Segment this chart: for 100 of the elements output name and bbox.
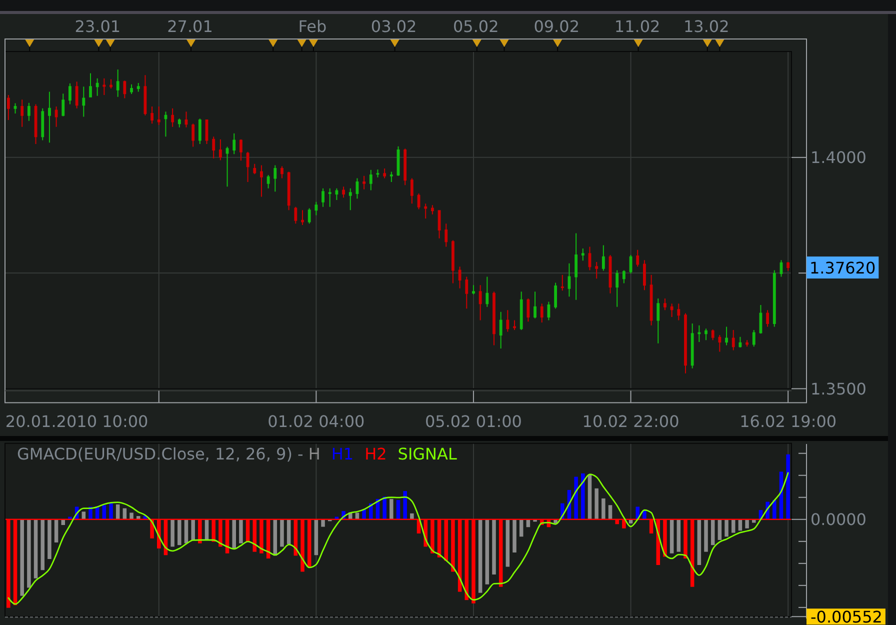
candlestick	[20, 99, 24, 128]
candlestick	[322, 188, 324, 208]
bar	[232, 519, 236, 548]
x-tick-label: 10.02 22:00	[582, 412, 680, 432]
candlestick	[526, 298, 530, 322]
text: Feb	[298, 17, 327, 36]
candlestick	[404, 148, 407, 186]
chart-title: GMACD(EUR/USD.Close, 12, 26, 9) -	[17, 444, 304, 464]
candlestick	[622, 270, 626, 284]
bar	[772, 500, 776, 520]
candlestick	[738, 336, 742, 348]
x-tick-label: 01.02 04:00	[268, 412, 365, 432]
bar	[704, 519, 708, 552]
bar	[280, 519, 284, 547]
candlestick	[732, 329, 735, 351]
candlestick	[253, 163, 256, 175]
candlestick	[390, 171, 393, 182]
candlestick	[82, 86, 86, 118]
candlestick	[472, 284, 475, 295]
bar	[34, 519, 38, 578]
candlestick	[294, 206, 298, 224]
candlestick	[616, 270, 619, 308]
candlestick	[246, 151, 250, 182]
candlestick	[62, 93, 65, 117]
candlestick	[656, 298, 660, 344]
candlestick	[116, 69, 120, 98]
bar	[478, 519, 482, 593]
candlestick	[274, 164, 277, 192]
candlestick	[198, 118, 202, 145]
candlestick	[226, 146, 229, 188]
candlestick	[48, 91, 51, 144]
candlestick	[506, 310, 510, 332]
candlestick	[260, 164, 263, 198]
bar	[718, 519, 722, 540]
bar	[170, 519, 174, 547]
candlestick	[602, 244, 605, 272]
text: 1.37620	[810, 258, 876, 278]
bar	[731, 519, 736, 533]
bar	[581, 473, 585, 520]
y-tick-label: -0.00552	[810, 607, 882, 625]
candlestick	[287, 171, 290, 211]
candlestick	[452, 240, 454, 284]
text: 03.02	[370, 17, 417, 36]
candlestick	[486, 276, 489, 308]
bar	[710, 519, 715, 546]
bar	[594, 488, 598, 520]
y-tick-label: 0.0000	[810, 510, 866, 530]
bar	[191, 519, 195, 540]
candlestick	[786, 261, 790, 272]
candlestick	[581, 248, 584, 262]
candlestick	[314, 201, 318, 216]
bar	[396, 500, 400, 520]
text: 23.01	[74, 17, 121, 36]
candlestick	[369, 169, 372, 191]
candlestick	[14, 102, 17, 114]
candlestick	[68, 82, 72, 105]
bar	[506, 519, 510, 567]
candlestick	[643, 260, 646, 291]
candlestick	[664, 298, 666, 311]
candlestick	[266, 174, 270, 189]
candlestick	[348, 188, 352, 211]
candlestick	[465, 276, 468, 310]
candlestick	[424, 203, 428, 219]
x-tick-label: 16.02 19:00	[740, 412, 837, 432]
bar	[321, 519, 325, 527]
candlestick	[458, 266, 462, 289]
candlestick	[96, 78, 99, 96]
candlestick	[766, 310, 770, 328]
candlestick	[232, 132, 236, 155]
bar	[602, 498, 606, 520]
candlestick	[164, 111, 168, 138]
bar	[239, 519, 243, 544]
bar	[403, 491, 407, 520]
bar	[54, 519, 58, 542]
candlestick	[383, 168, 386, 179]
line-series	[8, 472, 789, 605]
candlestick	[520, 291, 523, 330]
candlestick	[54, 106, 58, 128]
candlestick	[478, 284, 482, 321]
x-tick-label: 05.02 01:00	[424, 412, 522, 432]
candlestick	[444, 223, 448, 248]
candlestick	[376, 168, 380, 178]
candlestick	[540, 303, 544, 324]
text: 13.02	[683, 17, 730, 36]
candlestick	[650, 274, 653, 326]
candlestick	[698, 324, 701, 342]
candlestick	[690, 322, 694, 369]
bar	[697, 519, 702, 565]
candlestick	[568, 262, 571, 298]
text: 27.01	[167, 17, 213, 36]
bar	[512, 519, 516, 552]
bar	[102, 505, 106, 520]
bar	[48, 519, 52, 560]
text: 11.02	[614, 17, 660, 36]
candlestick	[110, 78, 112, 90]
candlestick	[554, 282, 558, 310]
candlestick	[6, 94, 10, 120]
candlestick	[136, 82, 140, 92]
bar	[178, 519, 182, 546]
text: H2	[364, 444, 387, 464]
